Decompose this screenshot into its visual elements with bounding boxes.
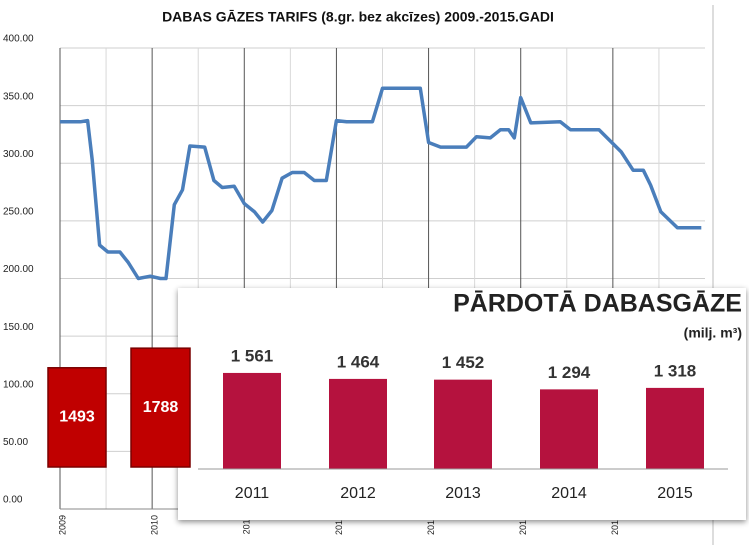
value-label: 1 464 bbox=[337, 352, 380, 371]
x-tick-label: 2015 bbox=[610, 515, 620, 535]
x-tick-label: 2013 bbox=[426, 515, 436, 535]
value-label: 1 318 bbox=[654, 361, 697, 380]
y-tick-label: 100.00 bbox=[3, 379, 34, 390]
x-tick-label: 2012 bbox=[340, 485, 376, 502]
y-tick-label: 350.00 bbox=[3, 91, 34, 102]
y-tick-label: 0.00 bbox=[3, 495, 23, 506]
bar bbox=[329, 378, 387, 469]
chart-title: DABAS GĀZES TARIFS (8.gr. bez akcīzes) 2… bbox=[162, 9, 554, 25]
y-tick-label: 400.00 bbox=[3, 34, 34, 45]
bar-title: PĀRDOTĀ DABASGĀZE bbox=[453, 290, 742, 318]
x-tick-label: 2014 bbox=[551, 485, 587, 502]
x-tick-label: 2009 bbox=[57, 515, 67, 535]
line bbox=[60, 86, 702, 281]
y-tick-label: 250.00 bbox=[3, 207, 34, 218]
bar bbox=[434, 379, 492, 469]
y-tick-label: 50.00 bbox=[3, 437, 28, 448]
box-bar bbox=[130, 347, 191, 468]
bar bbox=[646, 387, 704, 469]
box-bar bbox=[47, 367, 107, 468]
x-tick-label: 2015 bbox=[657, 485, 693, 502]
value-label: 1 561 bbox=[231, 346, 274, 365]
bar bbox=[223, 372, 281, 469]
y-tick-label: 300.00 bbox=[3, 149, 34, 160]
value-label: 1493 bbox=[59, 409, 95, 426]
value-label: 1 452 bbox=[442, 353, 485, 372]
x-tick-label: 2011 bbox=[235, 485, 270, 502]
y-tick-label: 150.00 bbox=[3, 322, 34, 333]
value-label: 1788 bbox=[143, 399, 179, 416]
x-tick-label: 2011 bbox=[242, 515, 252, 534]
value-label: 1 294 bbox=[548, 363, 591, 382]
bar bbox=[540, 389, 598, 469]
x-tick-label: 2012 bbox=[334, 515, 344, 535]
y-tick-label: 200.00 bbox=[3, 264, 34, 275]
x-tick-label: 2010 bbox=[150, 515, 160, 535]
bar-subtitle: (milj. m³) bbox=[684, 325, 742, 341]
x-tick-label: 2013 bbox=[445, 485, 481, 502]
x-tick-label: 2014 bbox=[518, 515, 528, 535]
